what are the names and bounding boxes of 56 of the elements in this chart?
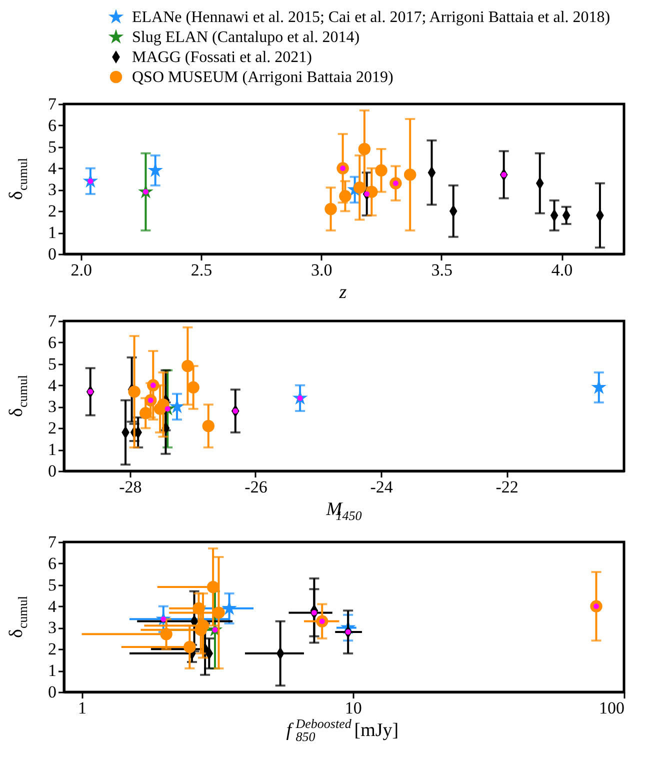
- point: [339, 190, 352, 202]
- y-tick-label: 4: [48, 596, 57, 616]
- y-tick-label: 3: [48, 397, 56, 416]
- y-tick-label: 7: [48, 94, 57, 114]
- y-tick-label: 7: [48, 532, 57, 552]
- x-tick-label: 3.5: [431, 260, 452, 280]
- legend-label: MAGG (Fossati et al. 2021): [132, 49, 312, 66]
- y-tick-label: 3: [48, 180, 56, 200]
- x-tick-label: 100: [599, 698, 624, 718]
- y-tick-label: 2: [48, 418, 56, 438]
- y-tick-label: 3: [48, 618, 56, 638]
- legend-label: QSO MUSEUM (Arrigoni Battaia 2019): [132, 69, 394, 86]
- y-tick-label: 0: [48, 682, 56, 702]
- y-tick-label: 0: [48, 244, 56, 264]
- y-axis-title: δcumul: [6, 596, 30, 638]
- y-tick-label: 2: [48, 640, 56, 659]
- legend-label: ELANe (Hennawi et al. 2015; Cai et al. 2017; Arrigoni Battaia et al. 2018): [132, 9, 610, 26]
- point: [324, 202, 337, 216]
- x-tick-label: -28: [119, 478, 142, 496]
- x-tick-label: -26: [244, 478, 268, 496]
- y-tick-label: 6: [48, 332, 56, 352]
- x-axis-title: z: [338, 282, 348, 303]
- point: [128, 386, 140, 398]
- point: [375, 164, 388, 177]
- y-tick-label: 1: [48, 661, 56, 680]
- y-axis-title: δcumul: [6, 374, 30, 417]
- x-tick-label: -22: [496, 478, 518, 496]
- x-tick-label: -24: [370, 478, 394, 496]
- point: [354, 181, 366, 194]
- legend-label: Slug ELAN (Cantalupo et al. 2014): [132, 29, 360, 46]
- y-axis-title: δcumul: [6, 158, 30, 200]
- y-tick-label: 6: [48, 554, 56, 573]
- y-tick-label: 4: [48, 158, 57, 178]
- x-tick-label: 1: [78, 698, 87, 718]
- x-tick-label: 4.0: [551, 260, 573, 280]
- y-tick-label: 1: [48, 223, 56, 242]
- x-tick-label: 10: [344, 698, 362, 718]
- x-tick-label: 2.0: [70, 260, 92, 280]
- x-axis-title: M1450: [325, 499, 362, 523]
- x-tick-label: 2.5: [190, 260, 212, 280]
- y-tick-label: 1: [48, 440, 56, 460]
- y-tick-label: 6: [48, 116, 56, 135]
- point: [202, 420, 215, 432]
- y-tick-label: 4: [48, 376, 57, 395]
- point: [187, 381, 200, 394]
- x-tick-label: 3.0: [311, 260, 332, 280]
- point: [358, 142, 371, 156]
- point: [139, 407, 152, 420]
- y-tick-label: 0: [48, 462, 56, 480]
- point: [404, 168, 416, 181]
- point: [182, 360, 194, 372]
- y-tick-label: 5: [48, 354, 56, 374]
- y-tick-label: 5: [48, 575, 56, 594]
- y-tick-label: 2: [48, 202, 56, 221]
- y-tick-label: 5: [48, 137, 56, 156]
- y-tick-label: 7: [48, 312, 57, 330]
